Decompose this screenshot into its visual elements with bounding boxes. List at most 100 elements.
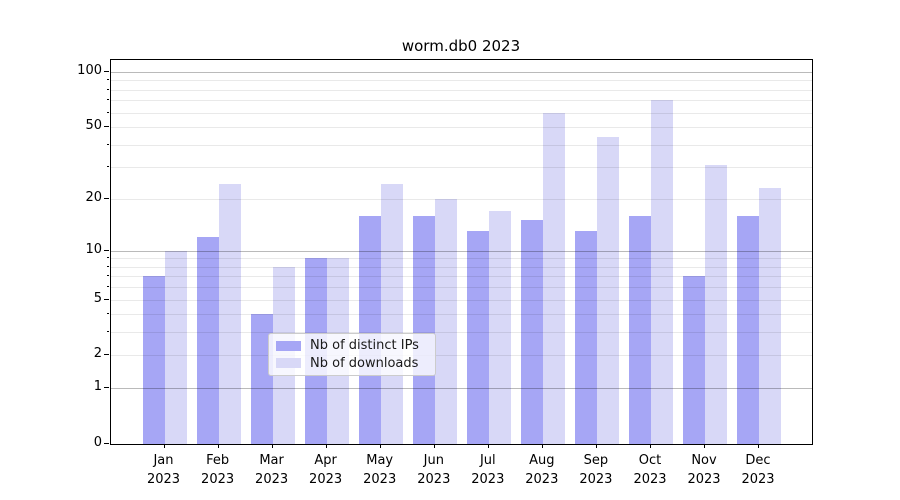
x-tick-label: Jan 2023 — [134, 451, 194, 489]
bar-downloads — [164, 250, 187, 444]
x-tick-label-year: 2023 — [255, 472, 289, 487]
bar-distinct-ips — [196, 237, 219, 444]
x-tick-mark — [379, 444, 381, 448]
x-tick-mark — [487, 444, 489, 448]
bar-downloads — [380, 184, 403, 444]
gridline-minor — [111, 167, 812, 169]
bar-downloads — [488, 210, 511, 444]
gridline-major — [111, 250, 812, 252]
legend-label: Nb of downloads — [310, 355, 419, 371]
x-tick-label: Dec 2023 — [728, 451, 788, 489]
gridline-minor — [111, 355, 812, 357]
y-tick-label: 50 — [85, 117, 102, 133]
bar-downloads — [650, 100, 673, 444]
gridline-minor — [111, 126, 812, 128]
y-tick-mark-minor — [106, 275, 109, 277]
gridline-minor — [111, 100, 812, 102]
y-tick-label: 1 — [93, 379, 102, 395]
x-tick-mark — [541, 444, 543, 448]
x-tick-mark — [217, 444, 219, 448]
chart-title: worm.db0 2023 — [401, 37, 521, 55]
x-tick-label-month: Oct — [638, 453, 662, 468]
y-tick-mark-minor — [106, 313, 109, 315]
x-tick-label-month: Dec — [745, 453, 771, 468]
x-tick-label-month: Jun — [423, 453, 444, 468]
x-tick-mark — [704, 444, 705, 448]
y-tick-mark — [104, 298, 109, 300]
bar-downloads — [218, 184, 241, 444]
legend-swatch-distinct-ips — [276, 340, 301, 351]
gridline-major — [111, 71, 812, 73]
gridline-minor — [111, 299, 812, 301]
legend: Nb of distinct IPs Nb of downloads — [268, 333, 436, 376]
gridline-minor — [111, 258, 812, 260]
x-tick-label-year: 2023 — [471, 472, 505, 487]
bar-distinct-ips — [250, 314, 273, 444]
bar-distinct-ips — [683, 276, 705, 444]
legend-item: Nb of distinct IPs — [269, 338, 435, 353]
y-tick-mark-minor — [106, 166, 109, 168]
gridline-major — [111, 388, 812, 390]
gridline-minor — [111, 112, 812, 114]
x-tick-label-year: 2023 — [633, 472, 667, 487]
bar-distinct-ips — [358, 215, 381, 444]
gridline-minor — [111, 89, 812, 91]
bar-downloads — [759, 187, 782, 444]
bar-downloads — [705, 164, 727, 444]
x-tick-label-month: Jan — [153, 453, 174, 468]
gridline-minor — [111, 80, 812, 82]
x-tick-label-month: Feb — [206, 453, 230, 468]
gridline-minor — [111, 266, 812, 268]
x-tick-mark — [433, 444, 435, 448]
x-tick-label-year: 2023 — [309, 472, 343, 487]
bar-distinct-ips — [628, 215, 651, 444]
x-tick-label: Mar 2023 — [242, 451, 302, 489]
bar-downloads — [596, 137, 619, 444]
x-tick-label: May 2023 — [350, 451, 410, 489]
x-tick-label-month: Jul — [479, 453, 496, 468]
y-tick-mark — [104, 70, 109, 72]
x-tick-mark — [325, 444, 327, 448]
legend-label: Nb of distinct IPs — [310, 338, 419, 354]
x-tick-mark — [758, 444, 759, 448]
y-tick-mark — [104, 197, 109, 199]
x-tick-label-year: 2023 — [741, 472, 775, 487]
y-tick-mark-minor — [106, 111, 109, 113]
y-tick-mark-minor — [106, 331, 109, 333]
y-tick-mark-minor — [106, 79, 109, 81]
plot-area — [110, 59, 813, 445]
x-tick-label: Jun 2023 — [404, 451, 464, 489]
bar-distinct-ips — [737, 215, 760, 444]
x-tick-mark — [595, 444, 597, 448]
x-tick-mark — [163, 444, 165, 448]
y-tick-mark — [104, 125, 109, 127]
gridline-minor — [111, 144, 812, 146]
bar-distinct-ips — [466, 231, 489, 444]
gridline-minor — [111, 332, 812, 334]
y-tick-label: 5 — [93, 290, 102, 306]
y-tick-mark-minor — [106, 143, 109, 145]
y-tick-mark-minor — [106, 257, 109, 259]
x-tick-label: Oct 2023 — [620, 451, 680, 489]
y-tick-mark-minor — [106, 265, 109, 267]
x-tick-label: Apr 2023 — [296, 451, 356, 489]
bar-downloads — [542, 112, 565, 444]
bar-distinct-ips — [574, 231, 597, 444]
x-tick-label-month: Nov — [691, 453, 717, 468]
bar-downloads — [434, 198, 457, 444]
x-tick-label-year: 2023 — [201, 472, 235, 487]
bar-distinct-ips — [520, 220, 543, 444]
bar-distinct-ips — [412, 215, 435, 444]
gridline-minor — [111, 287, 812, 289]
y-tick-mark-minor — [106, 286, 109, 288]
x-tick-label-year: 2023 — [579, 472, 613, 487]
x-tick-mark — [271, 444, 273, 448]
legend-item: Nb of downloads — [269, 356, 435, 371]
y-tick-mark — [104, 354, 109, 356]
y-tick-label: 20 — [85, 189, 102, 205]
y-tick-label: 0 — [93, 435, 102, 450]
x-tick-label-year: 2023 — [146, 472, 181, 487]
x-tick-label-month: Aug — [529, 453, 555, 468]
y-tick-mark — [104, 443, 109, 444]
